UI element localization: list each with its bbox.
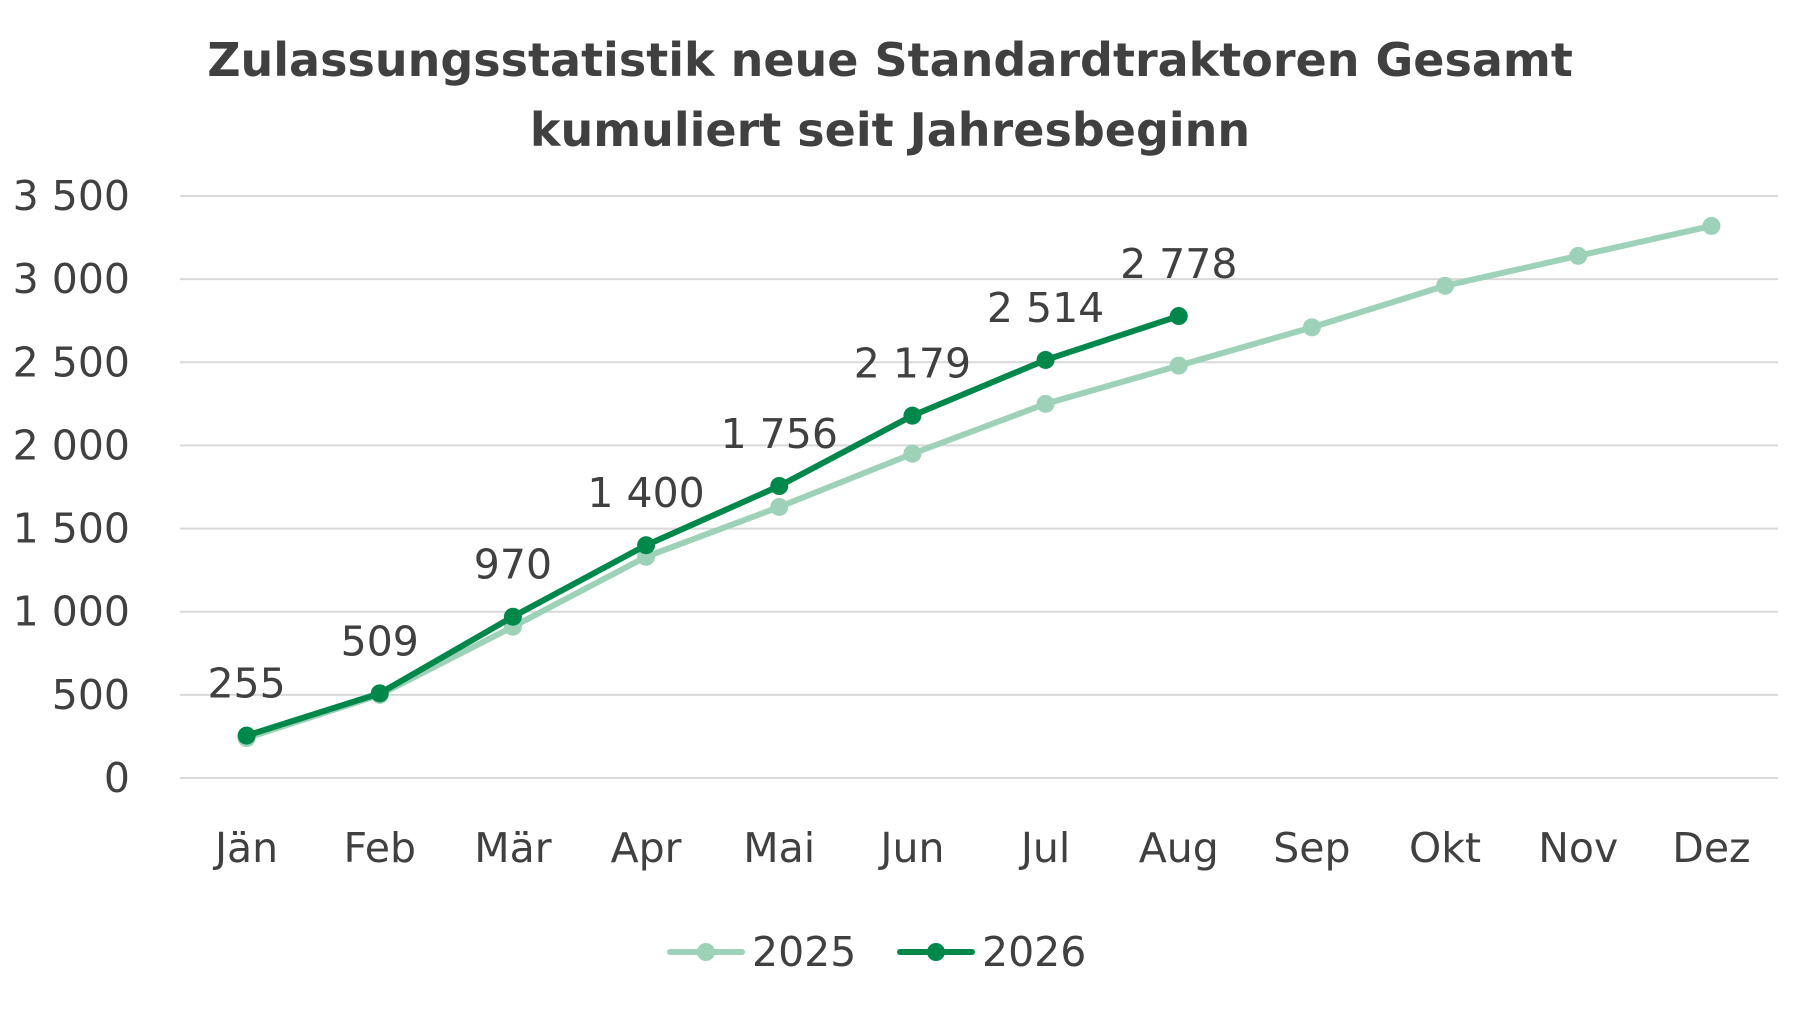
chart-subtitle: kumuliert seit Jahresbeginn — [530, 103, 1250, 157]
gridlines — [180, 195, 1778, 779]
data-point-2025 — [1169, 356, 1188, 375]
legend-item-2026: 2026 — [897, 928, 1086, 976]
x-tick-label: Jun — [877, 824, 944, 872]
y-tick-label: 500 — [52, 671, 130, 719]
data-label: 2 179 — [854, 340, 971, 388]
x-tick-label: Aug — [1139, 824, 1219, 872]
legend: 2025 2026 — [667, 928, 1086, 976]
y-tick-label: 2 000 — [13, 421, 130, 469]
data-labels: 255 509 970 1 400 1 756 2 179 2 514 2 778 — [207, 240, 1237, 708]
legend-label: 2026 — [982, 928, 1086, 976]
x-tick-label: Sep — [1273, 824, 1350, 872]
y-tick-label: 2 500 — [13, 338, 130, 386]
data-label: 509 — [341, 617, 419, 665]
data-point-2026 — [503, 607, 522, 626]
data-point-2026 — [903, 406, 922, 425]
data-point-2026 — [770, 477, 789, 496]
data-point-2026 — [237, 726, 256, 745]
y-tick-label: 1 500 — [13, 505, 130, 553]
data-label: 1 400 — [587, 469, 704, 517]
data-point-2025 — [1036, 394, 1055, 413]
data-point-2025 — [770, 497, 789, 516]
x-tick-label: Jul — [1018, 824, 1070, 872]
x-tick-label: Feb — [343, 824, 416, 872]
data-point-2025 — [1569, 246, 1588, 265]
data-point-2025 — [1302, 318, 1321, 337]
series-line-2025 — [243, 222, 1715, 742]
legend-item-2025: 2025 — [667, 928, 856, 976]
y-tick-label: 3 000 — [13, 255, 130, 303]
x-tick-label: Jän — [212, 824, 278, 872]
x-tick-label: Dez — [1672, 824, 1750, 872]
x-tick-label: Okt — [1409, 824, 1481, 872]
y-tick-label: 3 500 — [13, 172, 130, 220]
y-tick-label: 1 000 — [13, 588, 130, 636]
data-point-2026 — [637, 536, 656, 555]
data-label: 1 756 — [721, 410, 838, 458]
x-tick-label: Mai — [743, 824, 815, 872]
data-point-2025 — [1436, 276, 1455, 295]
x-axis-tick-labels: Jän Feb Mär Apr Mai Jun Jul Aug Sep Okt Nov Dez — [212, 824, 1751, 872]
data-point-2026 — [370, 684, 389, 703]
data-label: 970 — [474, 541, 552, 589]
data-label: 2 778 — [1120, 240, 1237, 288]
x-tick-label: Mär — [474, 824, 551, 872]
legend-swatch-marker — [697, 943, 715, 961]
data-point-2025 — [903, 444, 922, 463]
x-tick-label: Nov — [1538, 824, 1618, 872]
data-label: 255 — [207, 660, 285, 708]
series-line-2026 — [243, 313, 1182, 739]
data-point-2025 — [1702, 216, 1721, 235]
data-point-2026 — [1169, 307, 1188, 326]
x-tick-label: Apr — [611, 824, 682, 872]
series-lines — [237, 216, 1721, 748]
legend-label: 2025 — [752, 928, 856, 976]
data-label: 2 514 — [987, 284, 1104, 332]
legend-swatch-marker — [927, 943, 945, 961]
data-point-2026 — [1036, 350, 1055, 369]
y-axis-tick-labels: 0 500 1 000 1 500 2 000 2 500 3 000 3 500 — [13, 172, 130, 802]
y-tick-label: 0 — [104, 754, 130, 802]
chart-title: Zulassungsstatistik neue Standardtraktor… — [207, 33, 1573, 87]
